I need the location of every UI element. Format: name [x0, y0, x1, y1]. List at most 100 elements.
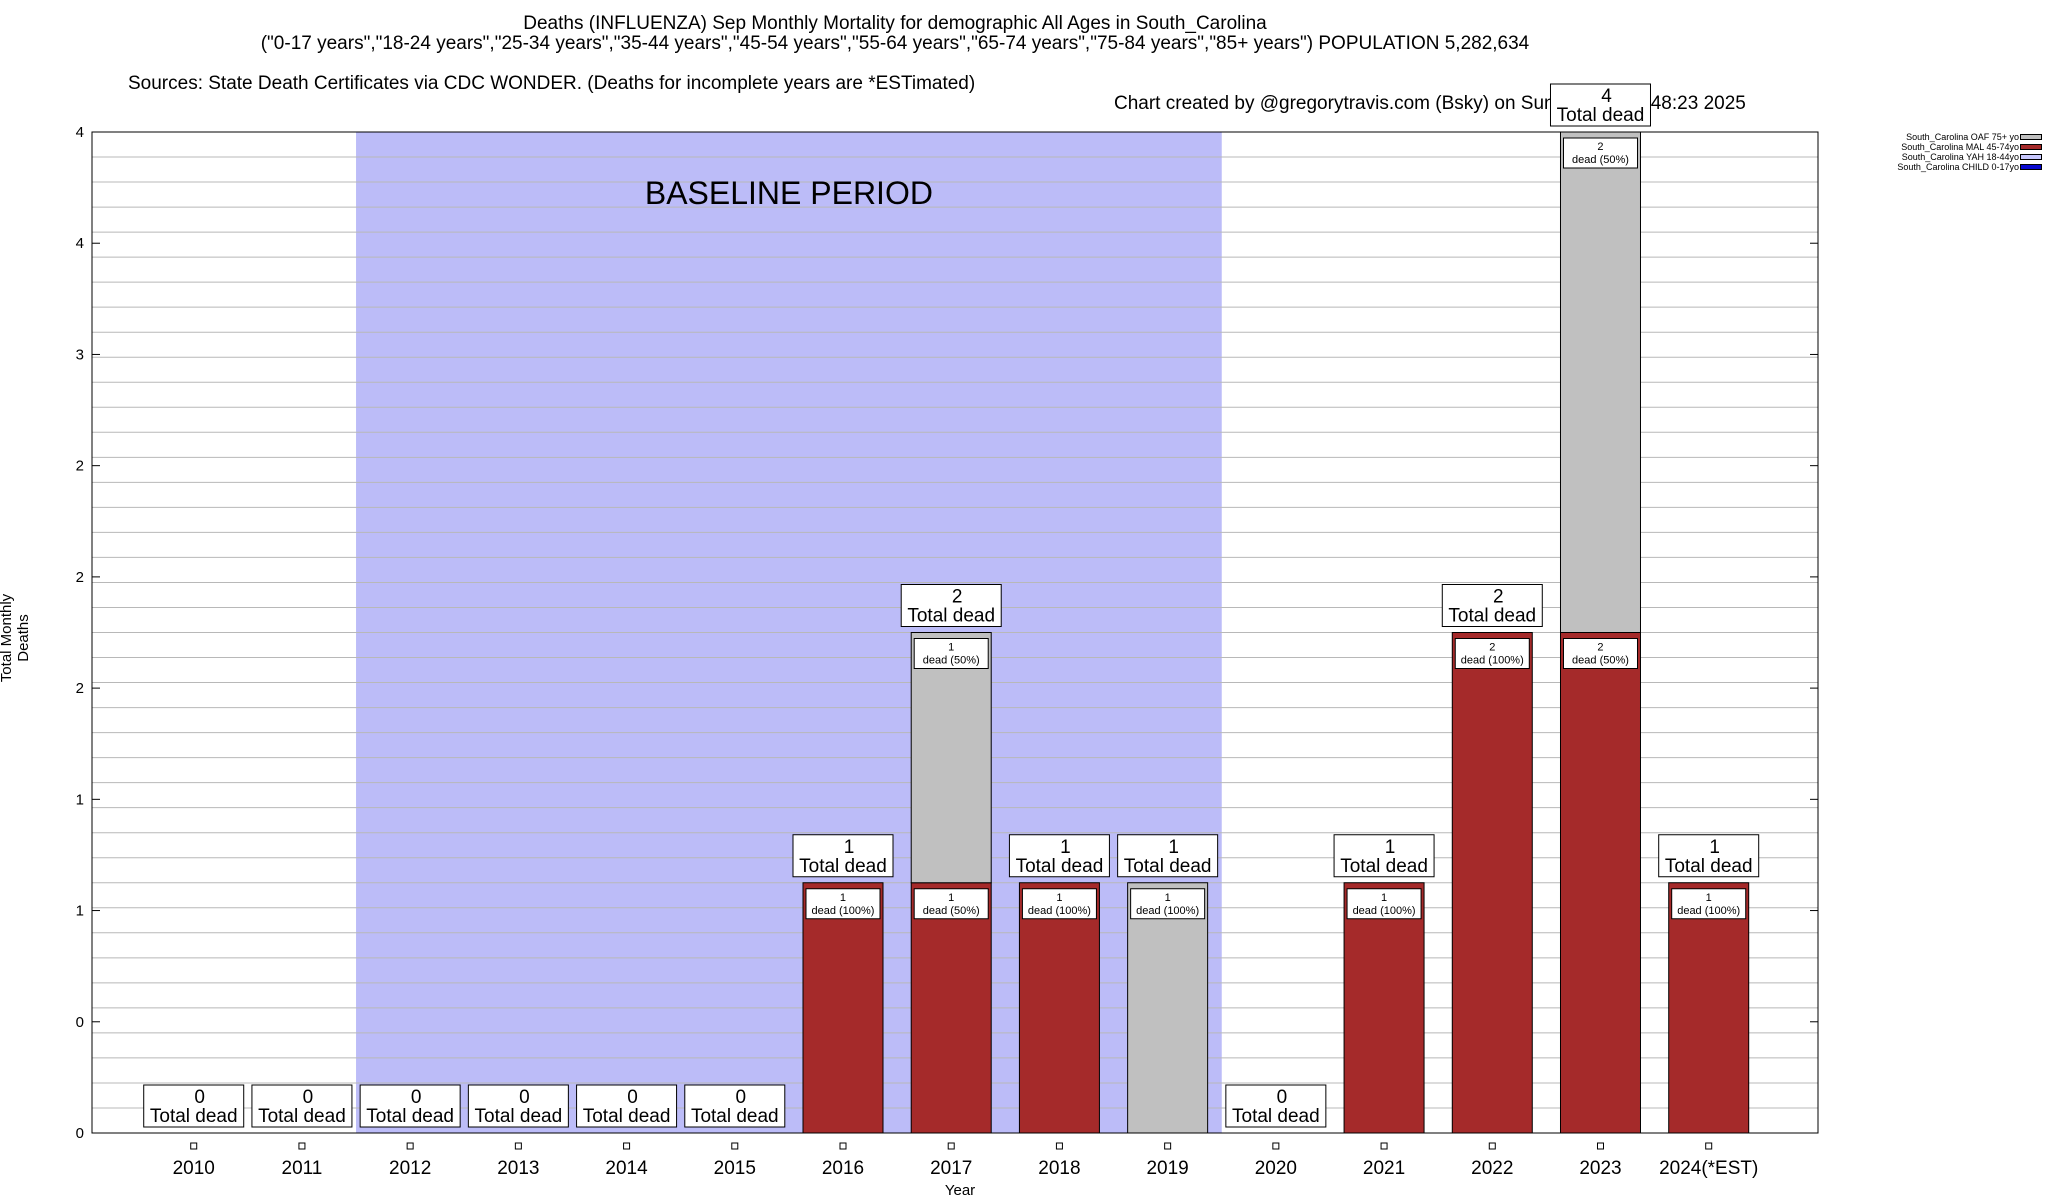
- segment-label-percent: dead (50%): [923, 905, 980, 917]
- segment-label-percent: dead (100%): [1461, 655, 1524, 667]
- segment-label-count: 1: [840, 892, 846, 904]
- bar-segment: [1559, 632, 1641, 1134]
- x-tick-marker: [1596, 1142, 1604, 1150]
- legend: South_Carolina OAF 75+ yo South_Carolina …: [1740, 132, 2045, 172]
- legend-label: South_Carolina CHILD 0-17yo: [1897, 162, 2019, 172]
- total-label-text: Total dead: [1557, 105, 1645, 126]
- legend-item: South_Carolina MAL 45-74yo: [1740, 142, 2045, 152]
- segment-label-count: 1: [1165, 892, 1171, 904]
- bar-segment: [802, 882, 884, 1134]
- total-label-box: [576, 1084, 678, 1128]
- total-label-box: [684, 1084, 786, 1128]
- total-label-value: 4: [1601, 86, 1612, 107]
- total-label-value: 0: [519, 1087, 530, 1108]
- y-tick-label: 0: [76, 1014, 84, 1031]
- total-label-box: [1225, 1084, 1327, 1128]
- segment-label-box: [1671, 888, 1747, 920]
- total-label-box: [1008, 834, 1110, 878]
- segment-label-box: [1454, 638, 1530, 669]
- total-label-box: [1549, 83, 1651, 127]
- y-tick-label: 1: [76, 903, 84, 920]
- x-tick-label: 2017: [930, 1158, 972, 1179]
- x-tick-label: 2011: [282, 1158, 323, 1179]
- total-label-text: Total dead: [258, 1106, 346, 1127]
- baseline-label: BASELINE PERIOD: [645, 175, 933, 211]
- legend-swatch: [2020, 134, 2042, 140]
- total-label-value: 2: [952, 587, 963, 608]
- y-axis-label: Total Monthly Deaths: [0, 593, 32, 683]
- y-tick-label: 2: [76, 680, 84, 697]
- legend-label: South_Carolina MAL 45-74yo: [1901, 142, 2019, 152]
- y-tick-label: 4: [76, 124, 84, 141]
- y-tick-label: 4: [76, 235, 84, 252]
- segment-label-count: 1: [1056, 892, 1062, 904]
- bar-segment: [1343, 882, 1425, 1134]
- segment-label-count: 2: [1597, 141, 1603, 153]
- segment-label-percent: dead (100%): [811, 905, 874, 917]
- x-tick-label: 2022: [1471, 1158, 1513, 1179]
- x-tick-marker: [947, 1142, 955, 1150]
- total-label-text: Total dead: [1340, 856, 1428, 877]
- total-label-text: Total dead: [1016, 856, 1104, 877]
- total-label-box: [1441, 584, 1543, 627]
- x-tick-marker: [190, 1142, 198, 1150]
- legend-swatch: [2020, 154, 2042, 160]
- total-label-box: [1658, 834, 1760, 878]
- x-tick-label: 2014: [605, 1158, 648, 1179]
- segment-label-box: [1346, 888, 1422, 920]
- legend-label: South_Carolina YAH 18-44yo: [1901, 152, 2019, 162]
- total-label-value: 1: [844, 837, 855, 858]
- total-label-box: [1333, 834, 1435, 878]
- total-label-text: Total dead: [583, 1106, 671, 1127]
- segment-label-percent: dead (100%): [1136, 905, 1199, 917]
- bar-segment: [1127, 882, 1209, 1134]
- total-label-box: [143, 1084, 245, 1128]
- y-tick-label: 0: [76, 1125, 84, 1142]
- segment-label-percent: dead (50%): [923, 655, 980, 667]
- legend-swatch: [2020, 164, 2042, 170]
- bar-segment: [1451, 632, 1533, 1134]
- x-tick-marker: [298, 1142, 306, 1150]
- segment-label-box: [805, 888, 881, 920]
- x-tick-label: 2021: [1363, 1158, 1405, 1179]
- y-tick-label: 2: [76, 569, 84, 586]
- total-label-text: Total dead: [1665, 856, 1753, 877]
- x-tick-marker: [1380, 1142, 1388, 1150]
- bar-segment: [910, 882, 992, 1134]
- chart-title: Deaths (INFLUENZA) Sep Monthly Mortality…: [523, 13, 1267, 34]
- segment-label-percent: dead (100%): [1353, 905, 1416, 917]
- total-label-text: Total dead: [366, 1106, 454, 1127]
- total-label-value: 0: [303, 1087, 314, 1108]
- x-tick-label: 2024(*EST): [1659, 1158, 1758, 1179]
- x-tick-marker: [1705, 1142, 1713, 1150]
- segment-label-box: [913, 888, 989, 920]
- segment-label-box: [1130, 888, 1206, 920]
- bar-segment: [910, 632, 992, 884]
- total-label-value: 1: [1060, 837, 1071, 858]
- legend-item: South_Carolina YAH 18-44yo: [1740, 152, 2045, 162]
- x-tick-marker: [839, 1142, 847, 1150]
- x-tick-marker: [1055, 1142, 1063, 1150]
- total-label-box: [359, 1084, 461, 1128]
- total-label-text: Total dead: [1232, 1106, 1320, 1127]
- total-label-text: Total dead: [150, 1106, 238, 1127]
- total-label-text: Total dead: [1124, 856, 1212, 877]
- x-tick-label: 2018: [1038, 1158, 1080, 1179]
- total-label-text: Total dead: [691, 1106, 779, 1127]
- total-label-value: 0: [735, 1087, 746, 1108]
- segment-label-percent: dead (50%): [1572, 655, 1629, 667]
- x-tick-label: 2020: [1255, 1158, 1297, 1179]
- total-label-box: [792, 834, 894, 878]
- x-tick-label: 2016: [822, 1158, 864, 1179]
- total-label-value: 1: [1709, 837, 1720, 858]
- x-axis-label: Year: [944, 1182, 976, 1199]
- y-tick-label: 1: [76, 791, 84, 808]
- segment-label-count: 1: [948, 642, 954, 654]
- segment-label-percent: dead (100%): [1028, 905, 1091, 917]
- x-tick-marker: [1164, 1142, 1172, 1150]
- segment-label-count: 1: [1706, 892, 1712, 904]
- x-tick-label: 2023: [1579, 1158, 1621, 1179]
- x-tick-marker: [406, 1142, 414, 1150]
- total-label-value: 1: [1385, 837, 1396, 858]
